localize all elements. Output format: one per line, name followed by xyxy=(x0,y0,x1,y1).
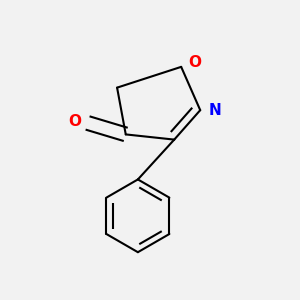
Text: O: O xyxy=(68,114,81,129)
Text: N: N xyxy=(208,103,221,118)
Text: O: O xyxy=(188,55,201,70)
